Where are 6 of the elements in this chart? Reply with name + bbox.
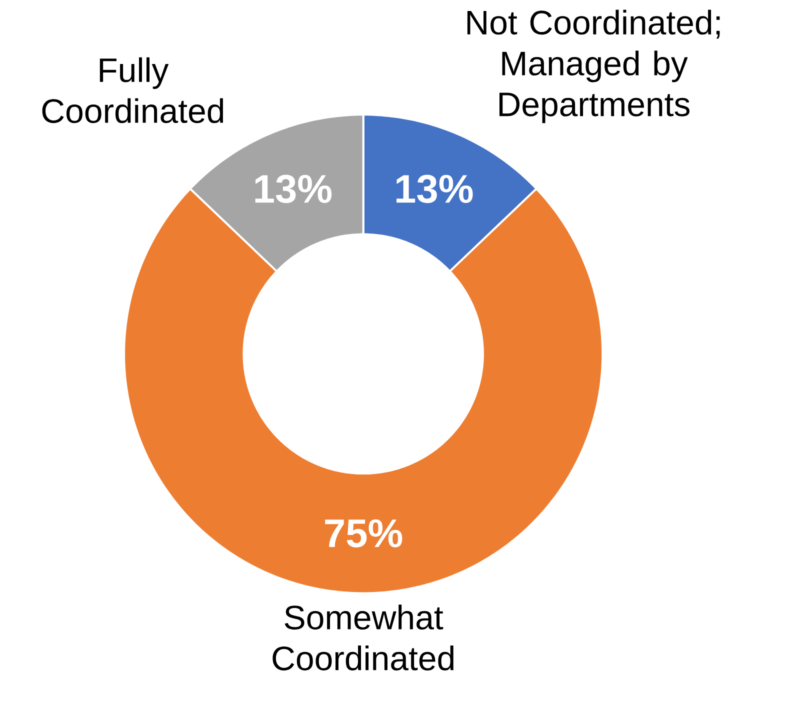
- data-label: 13%: [396, 174, 473, 204]
- slice-label: Somewhat Coordinated: [272, 604, 454, 671]
- slice-label: Not Coordinated; Managed by Departments: [467, 10, 720, 124]
- data-label: 13%: [255, 174, 332, 204]
- slice-label: Fully Coordinated: [42, 57, 224, 124]
- data-label: 75%: [325, 519, 402, 548]
